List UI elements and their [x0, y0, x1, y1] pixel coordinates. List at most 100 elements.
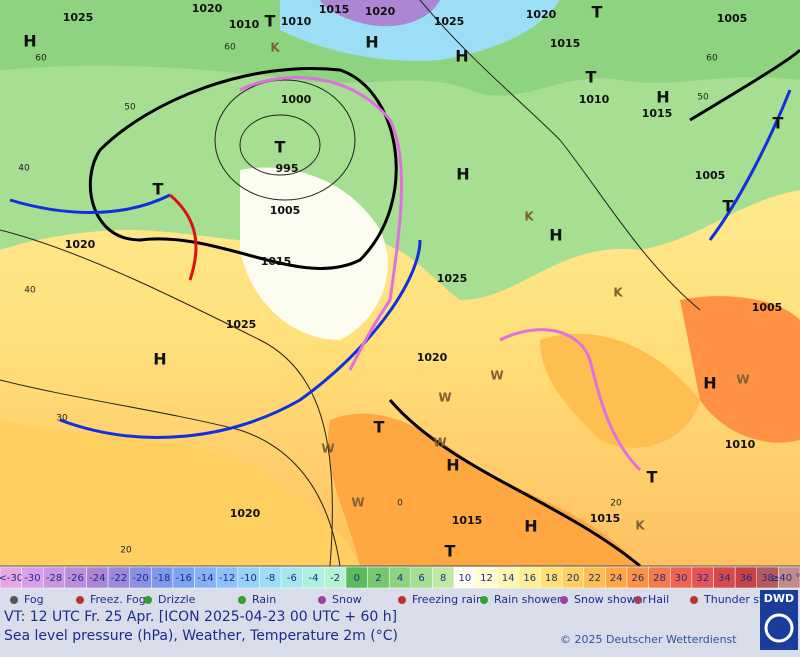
map-label: W: [433, 436, 446, 450]
map-label: 20: [120, 546, 132, 556]
map-label: 1010: [281, 15, 312, 28]
map-label: K: [270, 41, 280, 55]
map-label: 20: [610, 499, 622, 509]
scale-label: -10: [240, 573, 256, 584]
scale-label: 26: [631, 573, 644, 584]
map-label: K: [524, 210, 534, 224]
map-label: 1010: [579, 93, 610, 106]
map-label: 40: [24, 286, 36, 296]
scale-label: 2: [375, 573, 381, 584]
map-label: 1020: [230, 507, 261, 520]
map-label: 50: [124, 103, 136, 113]
weather-label: Snow shower: [574, 593, 647, 606]
map-label: 1005: [270, 204, 301, 217]
map-label: H: [23, 32, 36, 51]
map-label: K: [613, 286, 623, 300]
weather-legend: Fog Freez. Fog Drizzle Rain Snow Freezing rai…: [10, 593, 785, 606]
weather-label: Rain: [252, 593, 276, 606]
map-label: H: [656, 88, 669, 107]
map-label: 1025: [434, 15, 465, 28]
weather-label: Fog: [24, 593, 44, 606]
map-label: 60: [224, 43, 236, 53]
scale-label: 18: [545, 573, 558, 584]
scale-label: 20: [567, 573, 580, 584]
weather-symbol: [560, 596, 568, 604]
scale-label: 28: [653, 573, 666, 584]
weather-label: Hail: [648, 593, 669, 606]
map-label: H: [703, 374, 716, 393]
weather-label: Drizzle: [158, 593, 196, 606]
map-label: T: [265, 12, 276, 31]
scale-label: 32: [696, 573, 709, 584]
map-label: 60: [35, 54, 47, 64]
map-labels: 1025 1020 1010 T 1010 1015 1020 1025 1020 T 1005 H H…: [18, 2, 783, 561]
map-label: 1015: [452, 514, 483, 527]
scale-label: -12: [219, 573, 235, 584]
scale-label: 30: [675, 573, 688, 584]
weather-symbol: [10, 596, 18, 604]
map-label: 1020: [526, 8, 557, 21]
scale-label: <-30: [0, 573, 23, 584]
weather-symbol: [634, 596, 642, 604]
scale-label: -20: [132, 573, 148, 584]
scale-label: -22: [111, 573, 127, 584]
map-label: H: [456, 165, 469, 184]
map-label: W: [438, 391, 451, 405]
weather-label: Freezing rain: [412, 593, 483, 606]
map-label: T: [153, 180, 164, 199]
scale-label: ≥40 °C: [771, 573, 800, 584]
map: [0, 0, 800, 568]
map-label: 1010: [229, 18, 260, 31]
map-label: 1015: [550, 37, 581, 50]
logo-icon: [764, 613, 794, 643]
map-label: 1010: [725, 438, 756, 451]
map-label: 1020: [192, 2, 223, 15]
map-label: T: [773, 114, 784, 133]
map-label: 1025: [63, 11, 94, 24]
map-label: 1005: [752, 301, 783, 314]
scale-label: -24: [89, 573, 105, 584]
map-label: H: [153, 350, 166, 369]
map-label: 30: [56, 414, 68, 424]
scale-label: 38: [761, 573, 774, 584]
scale-label: -30: [24, 573, 40, 584]
scale-label: 34: [718, 573, 731, 584]
weather-symbol: [144, 596, 152, 604]
scale-label: -26: [68, 573, 84, 584]
map-label: H: [365, 33, 378, 52]
map-label: H: [455, 47, 468, 66]
weather-symbol: [318, 596, 326, 604]
map-label: 1025: [226, 318, 257, 331]
map-label: 1015: [642, 107, 673, 120]
scale-label: 0: [354, 573, 360, 584]
map-label: W: [321, 442, 334, 456]
weather-symbol: [76, 596, 84, 604]
map-label: T: [723, 197, 734, 216]
map-label: 1015: [261, 255, 292, 268]
scale-label: 4: [397, 573, 403, 584]
scale-label: -14: [197, 573, 213, 584]
scale-label: 36: [740, 573, 753, 584]
scale-label: -8: [265, 573, 275, 584]
map-label: 1015: [590, 512, 621, 525]
scale-label: 10: [458, 573, 471, 584]
color-scale: <-30 -30 -28 -26 -24 -22 -20 -18 -16 -14 -12 -10 -8-…: [0, 566, 800, 589]
scale-label: 12: [480, 573, 493, 584]
map-label: W: [351, 496, 364, 510]
map-label: 50: [697, 93, 709, 103]
scale-label: 8: [440, 573, 446, 584]
map-label: T: [275, 138, 286, 157]
map-label: 60: [706, 54, 718, 64]
scale-label: 22: [588, 573, 601, 584]
scale-label: 24: [610, 573, 623, 584]
scale-label: -18: [154, 573, 170, 584]
map-label: K: [635, 519, 645, 533]
map-label: 1015: [319, 3, 350, 16]
scale-label: -16: [176, 573, 192, 584]
scale-label: -6: [287, 573, 297, 584]
map-label: T: [445, 542, 456, 561]
scale-label: -4: [309, 573, 319, 584]
map-label: T: [647, 468, 658, 487]
weather-label: Freez. Fog: [90, 593, 146, 606]
